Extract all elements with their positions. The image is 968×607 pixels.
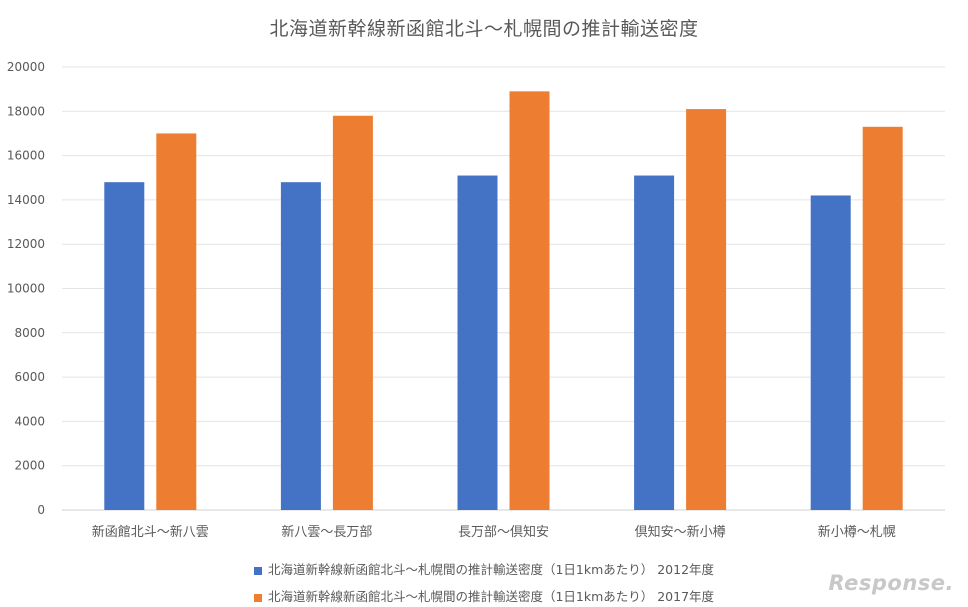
bar-2017 bbox=[862, 126, 903, 511]
x-tick-label: 倶知安～新小樽 bbox=[635, 524, 726, 540]
legend-swatch-2012 bbox=[253, 566, 262, 575]
y-tick-label: 8000 bbox=[14, 326, 45, 340]
x-tick-label: 長万部～倶知安 bbox=[458, 524, 549, 540]
legend-label-2012: 北海道新幹線新函館北斗～札幌間の推計輸送密度（1日1kmあたり） 2012年度 bbox=[267, 562, 715, 577]
legend-swatch-2017 bbox=[253, 593, 262, 602]
y-tick-label: 20000 bbox=[7, 60, 45, 74]
bar-2012 bbox=[104, 182, 145, 510]
y-tick-label: 10000 bbox=[7, 282, 45, 296]
x-tick-label: 新八雲～長万部 bbox=[281, 524, 372, 540]
y-tick-label: 4000 bbox=[14, 414, 45, 428]
y-tick-label: 2000 bbox=[14, 459, 45, 473]
y-tick-label: 0 bbox=[37, 503, 45, 517]
y-tick-label: 12000 bbox=[7, 237, 45, 251]
x-tick-label: 新函館北斗～新八雲 bbox=[92, 524, 209, 540]
y-tick-label: 14000 bbox=[7, 193, 45, 207]
chart-title: 北海道新幹線新函館北斗～札幌間の推計輸送密度 bbox=[269, 18, 699, 40]
bar-2012 bbox=[634, 175, 675, 510]
bar-2017 bbox=[509, 91, 550, 511]
legend-item-2017: 北海道新幹線新函館北斗～札幌間の推計輸送密度（1日1kmあたり） 2017年度 bbox=[0, 586, 968, 605]
bar-2012 bbox=[280, 182, 321, 510]
y-tick-label: 16000 bbox=[7, 149, 45, 163]
bar-2012 bbox=[457, 175, 498, 510]
legend-label-2017: 北海道新幹線新函館北斗～札幌間の推計輸送密度（1日1kmあたり） 2017年度 bbox=[267, 589, 715, 604]
x-tick-label: 新小樽～札幌 bbox=[818, 524, 896, 540]
y-tick-label: 18000 bbox=[7, 104, 45, 118]
bar-2012 bbox=[810, 195, 851, 510]
bar-2017 bbox=[686, 109, 727, 511]
bar-2017 bbox=[156, 133, 197, 510]
bar-2017 bbox=[332, 115, 373, 510]
watermark-logo: Response. bbox=[828, 571, 954, 595]
y-tick-label: 6000 bbox=[14, 370, 45, 384]
legend-item-2012: 北海道新幹線新函館北斗～札幌間の推計輸送密度（1日1kmあたり） 2012年度 bbox=[0, 559, 968, 578]
